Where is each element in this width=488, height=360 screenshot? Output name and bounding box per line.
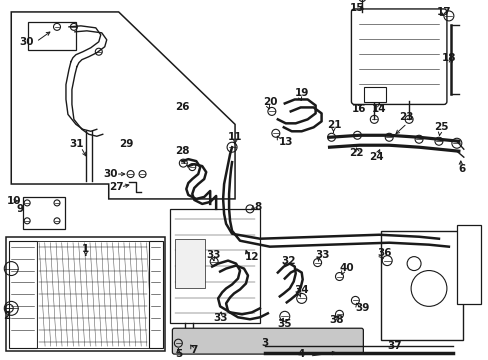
Polygon shape: [11, 12, 235, 199]
Text: 36: 36: [377, 248, 391, 258]
Text: 15: 15: [349, 3, 363, 13]
Text: 26: 26: [175, 103, 189, 112]
Text: 3: 3: [261, 338, 268, 348]
Bar: [6, 237, 165, 351]
Text: 40: 40: [339, 262, 353, 273]
Text: 9: 9: [16, 204, 23, 214]
Text: 2: 2: [3, 311, 11, 321]
Text: 21: 21: [327, 120, 341, 130]
Text: 17: 17: [436, 7, 451, 17]
Text: 37: 37: [386, 341, 401, 351]
Text: 16: 16: [351, 104, 366, 114]
Text: 11: 11: [227, 132, 242, 142]
Text: 8: 8: [253, 202, 261, 212]
Text: 30: 30: [103, 169, 118, 179]
Text: 38: 38: [329, 315, 344, 325]
Bar: [37, 241, 148, 348]
Text: 6: 6: [458, 164, 465, 174]
Text: 25: 25: [433, 122, 447, 132]
Text: 33: 33: [206, 249, 220, 260]
Text: 4: 4: [297, 349, 305, 359]
Bar: [175, 239, 205, 288]
Text: 23: 23: [398, 112, 413, 122]
Text: 19: 19: [294, 87, 308, 98]
Bar: [364, 86, 386, 103]
Bar: [381, 231, 462, 340]
Text: 31: 31: [69, 139, 83, 149]
Bar: [170, 209, 260, 323]
Text: 22: 22: [349, 148, 363, 158]
Text: 33: 33: [315, 249, 329, 260]
Text: 30: 30: [19, 37, 34, 47]
Text: 29: 29: [119, 139, 133, 149]
FancyBboxPatch shape: [351, 9, 446, 104]
Text: 27: 27: [108, 182, 123, 192]
Text: 10: 10: [7, 196, 22, 206]
Text: 35: 35: [276, 319, 291, 329]
Text: 14: 14: [371, 104, 386, 114]
Bar: [9, 241, 37, 348]
Text: 20: 20: [263, 98, 277, 107]
Text: 12: 12: [244, 252, 259, 262]
Bar: [23, 197, 65, 229]
Bar: [148, 241, 163, 348]
Text: 33: 33: [213, 313, 227, 323]
Text: 13: 13: [278, 137, 293, 147]
Text: 32: 32: [281, 256, 296, 266]
Text: 39: 39: [355, 303, 369, 313]
Bar: [28, 22, 76, 50]
Text: 18: 18: [441, 53, 455, 63]
Text: 34: 34: [294, 285, 309, 296]
Text: 24: 24: [368, 152, 383, 162]
FancyBboxPatch shape: [172, 328, 363, 354]
Text: 7: 7: [190, 345, 197, 355]
Text: 1: 1: [82, 244, 89, 254]
Bar: [456, 225, 480, 304]
Text: 5: 5: [175, 349, 182, 359]
Text: 28: 28: [175, 146, 189, 156]
